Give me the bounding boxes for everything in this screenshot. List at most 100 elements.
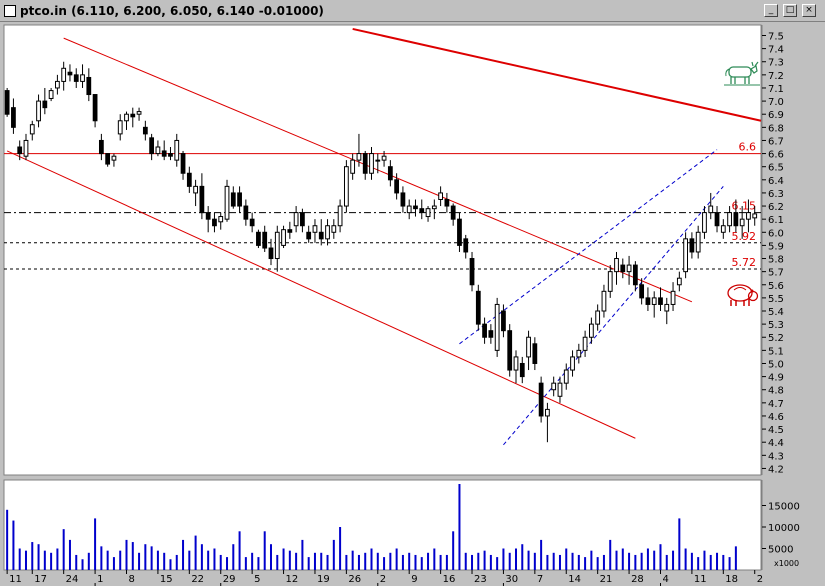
volume-bar: [244, 557, 247, 570]
x-tick-label: 5: [254, 574, 260, 585]
x-tick-label: 9: [411, 574, 417, 585]
candle: [73, 74, 79, 82]
volume-bar: [68, 539, 71, 570]
y-tick-label: 6.9: [768, 110, 784, 121]
y-tick-label: 5.5: [768, 294, 784, 305]
candle: [727, 212, 732, 227]
window-menu-icon[interactable]: [4, 5, 16, 17]
volume-bar: [565, 548, 568, 570]
volume-bar: [295, 552, 298, 570]
volume-bar: [678, 518, 681, 570]
volume-bar: [37, 544, 40, 570]
y-tick-label: 4.9: [768, 373, 784, 384]
volume-bar: [489, 554, 492, 570]
volume-bar: [514, 548, 517, 570]
volume-bar: [389, 552, 392, 570]
volume-bar: [502, 548, 505, 570]
volume-bar: [112, 557, 115, 570]
volume-bar: [351, 550, 354, 570]
x-tick-label: 11: [9, 574, 22, 585]
y-tick-label: 7.5: [768, 31, 784, 42]
y-tick-label: 4.8: [768, 386, 784, 397]
candle: [626, 264, 632, 273]
candle: [400, 192, 406, 207]
volume-bar: [628, 552, 631, 570]
y-tick-label: 7.3: [768, 58, 784, 69]
candle: [237, 192, 242, 207]
y-tick-label: 4.2: [768, 464, 784, 475]
maximize-button[interactable]: □: [783, 4, 797, 17]
candle: [720, 225, 726, 233]
volume-bar: [31, 542, 34, 570]
trendline: [6, 150, 636, 439]
volume-bar: [56, 548, 59, 570]
candle: [576, 349, 582, 358]
candle: [142, 126, 148, 135]
y-tick-label: 5.1: [768, 346, 784, 357]
volume-bar: [414, 554, 417, 570]
y-tick-label: 6.8: [768, 123, 784, 134]
y-tick-label: 5.7: [768, 268, 784, 279]
price-axis-ticks: 7.5 7.4 7.3 7.2 7.1 7.0 6.9 6.8 6.7 6.6 6.5 6.4 6.3 6…: [762, 31, 784, 475]
volume-bar: [408, 552, 411, 570]
volume-bar: [716, 552, 719, 570]
volume-bar: [301, 539, 304, 570]
volume-bar: [75, 554, 78, 570]
y-tick-label: 6.6: [768, 150, 784, 161]
candle: [362, 153, 368, 174]
candle: [343, 166, 349, 207]
candle: [4, 90, 10, 115]
volume-bar: [483, 550, 486, 570]
candle: [746, 212, 751, 220]
candle: [199, 185, 205, 214]
candle: [281, 229, 286, 246]
volume-bar: [131, 542, 134, 570]
y-tick-label: 4.6: [768, 412, 784, 423]
x-tick-label: 26: [348, 574, 361, 585]
x-tick-label: 17: [34, 574, 47, 585]
x-tick-label: 22: [191, 574, 204, 585]
volume-bar: [345, 554, 348, 570]
y-tick-label: 5.2: [768, 333, 784, 344]
candle: [501, 310, 506, 332]
volume-bar: [219, 554, 222, 570]
candle: [117, 120, 123, 135]
y-tick-label: 5.0: [768, 359, 784, 370]
y-tick-label: 6.5: [768, 163, 784, 174]
close-button[interactable]: ×: [802, 4, 816, 17]
minimize-button[interactable]: _: [764, 4, 778, 17]
candle: [136, 111, 142, 115]
volume-bar: [533, 552, 536, 570]
y-tick-label: 7.1: [768, 84, 784, 95]
volume-bar: [602, 554, 605, 570]
price-volume-chart: 6.66.155.925.72 7.57.47.37.27.17.06.96.8…: [0, 22, 825, 586]
price-plot-area[interactable]: [3, 24, 762, 476]
date-axis: 11 17 24 1 8 15 22 29 5 12 19 26 2 9 16 23 30 7 14 21 28 4 11 1…: [6, 570, 763, 586]
volume-bar: [634, 554, 637, 570]
volume-bar: [590, 550, 593, 570]
candlesticks: [4, 61, 758, 443]
candle: [249, 218, 255, 227]
volume-bar: [427, 552, 430, 570]
y-tick-label: 5.8: [768, 255, 784, 266]
candle: [532, 343, 538, 364]
candle: [105, 153, 111, 165]
candle: [406, 205, 412, 214]
volume-bar: [521, 544, 524, 570]
y-tick-label: 6.3: [768, 189, 784, 200]
candle: [274, 231, 280, 260]
candle: [507, 330, 513, 371]
volume-bar: [207, 550, 210, 570]
volume-bar: [452, 531, 455, 570]
candle: [381, 155, 387, 161]
volume-bar: [257, 557, 260, 570]
volume-bar: [552, 552, 555, 570]
candle: [155, 146, 161, 155]
volume-tick-label: 5000: [768, 545, 793, 556]
candle: [733, 212, 739, 227]
volume-bar: [238, 531, 241, 570]
candle: [243, 205, 249, 220]
candle: [268, 247, 274, 260]
bull-icon: [724, 61, 760, 86]
volume-bar: [672, 550, 675, 570]
